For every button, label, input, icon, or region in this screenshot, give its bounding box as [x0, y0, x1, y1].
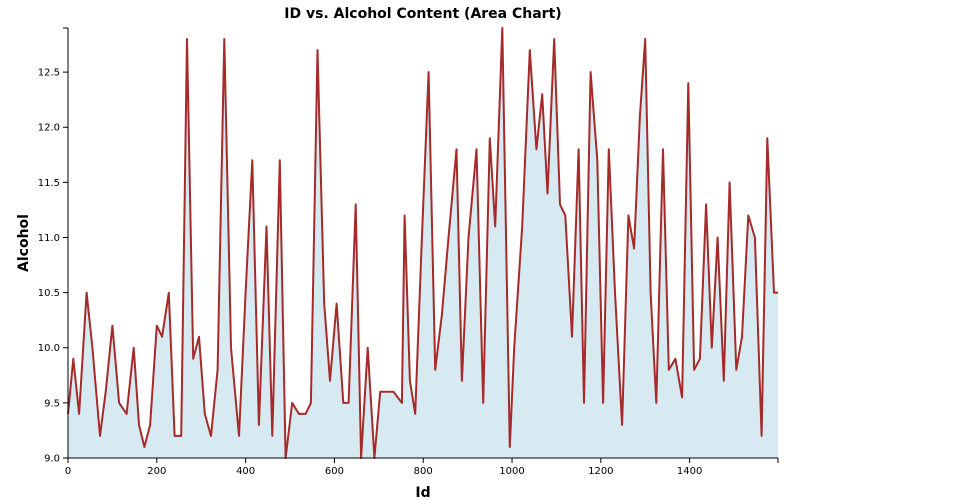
x-tick-label: 800: [414, 466, 433, 477]
chart-title: ID vs. Alcohol Content (Area Chart): [284, 6, 561, 22]
y-tick-label: 10.0: [38, 343, 60, 354]
area-fill: [68, 28, 778, 458]
x-tick-label: 0: [65, 466, 71, 477]
x-tick-label: 1200: [588, 466, 613, 477]
y-tick-label: 12.0: [38, 123, 60, 134]
x-tick-label: 1000: [499, 466, 524, 477]
axes: 0 200 400 600 800 1000 1200 1400 9.0 9.5 10.0 10.5…: [38, 27, 779, 477]
y-axis-label: Alcohol: [16, 214, 32, 272]
y-tick-label: 10.5: [38, 288, 60, 299]
y-tick-label: 11.5: [38, 178, 60, 189]
y-ticks: 9.0 9.5 10.0 10.5 11.0 11.5 12.0 12.5: [38, 68, 68, 465]
y-tick-label: 9.5: [44, 398, 60, 409]
x-tick-label: 600: [325, 466, 344, 477]
y-tick-label: 12.5: [38, 68, 60, 79]
x-ticks: 0 200 400 600 800 1000 1200 1400: [65, 458, 702, 477]
series-line: [67, 27, 778, 459]
x-tick-label: 200: [147, 466, 166, 477]
x-tick-label: 400: [236, 466, 255, 477]
y-tick-label: 11.0: [38, 233, 60, 244]
x-tick-label: 1400: [677, 466, 702, 477]
plot-area: [67, 27, 778, 459]
y-tick-label: 9.0: [44, 454, 60, 465]
x-axis-label: Id: [415, 485, 430, 500]
